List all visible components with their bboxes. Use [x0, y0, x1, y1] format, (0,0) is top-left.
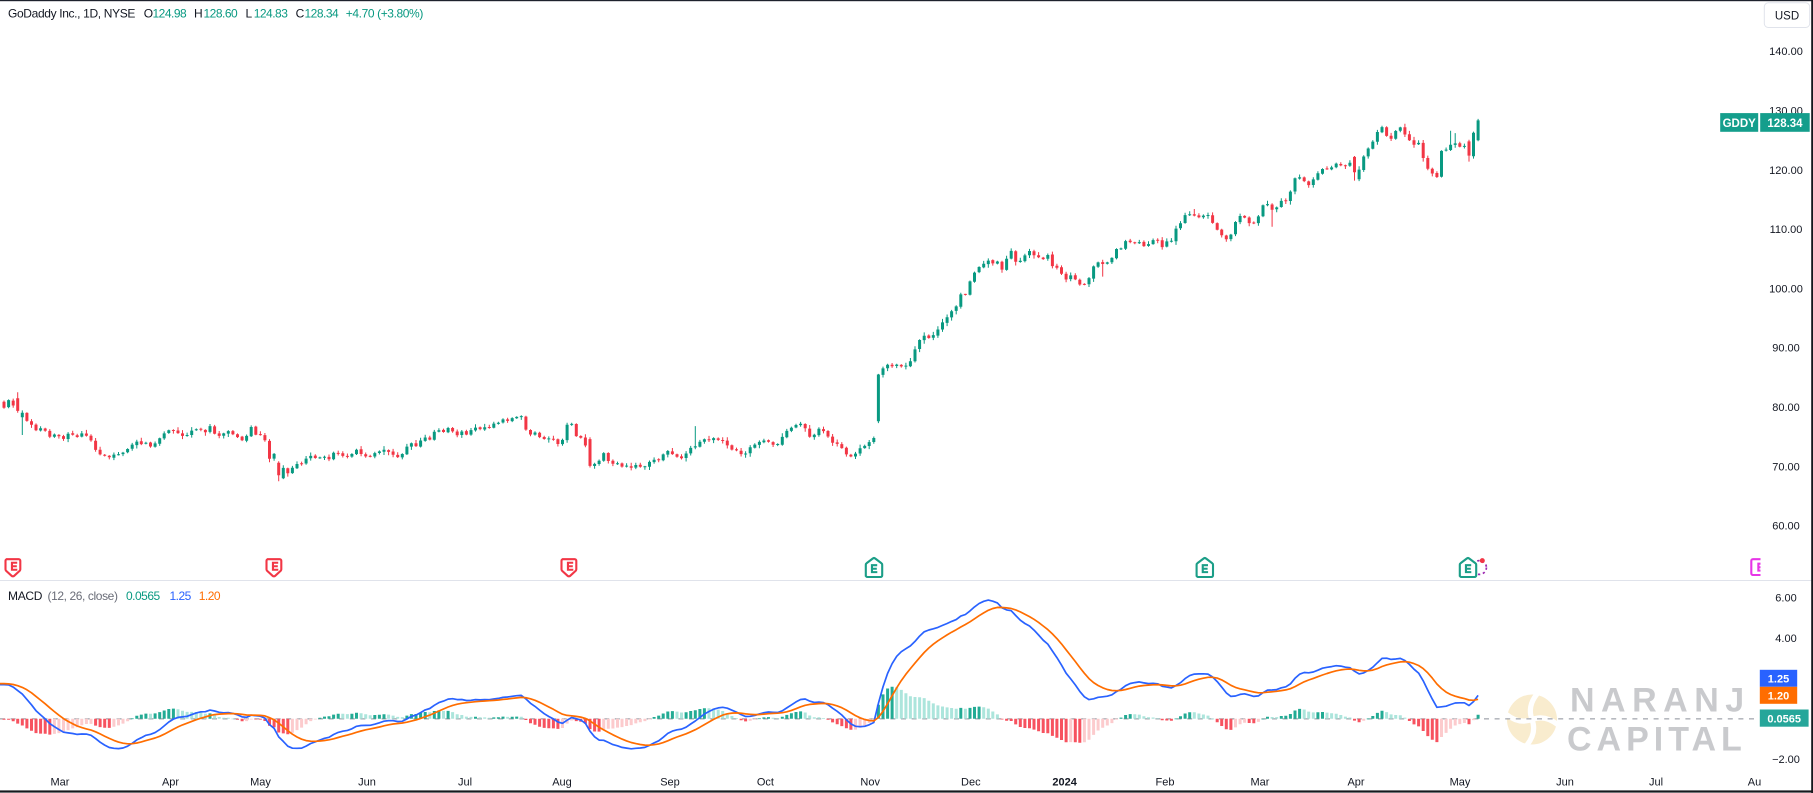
svg-text:2024: 2024	[1052, 776, 1077, 788]
svg-text:GoDaddy Inc., 1D, NYSE: GoDaddy Inc., 1D, NYSE	[8, 7, 135, 21]
svg-text:Jul: Jul	[458, 776, 472, 788]
svg-text:1.20: 1.20	[199, 589, 221, 603]
svg-text:Feb: Feb	[1156, 776, 1175, 788]
svg-text:Au: Au	[1748, 776, 1761, 788]
svg-text:70.00: 70.00	[1772, 461, 1800, 473]
svg-text:120.00: 120.00	[1769, 165, 1803, 177]
svg-text:124.98: 124.98	[153, 7, 188, 21]
svg-text:Mar: Mar	[51, 776, 70, 788]
svg-text:O: O	[144, 7, 153, 21]
svg-text:L: L	[246, 7, 253, 21]
svg-text:Sep: Sep	[660, 776, 680, 788]
svg-text:90.00: 90.00	[1772, 343, 1800, 355]
svg-text:128.60: 128.60	[204, 7, 239, 21]
svg-text:Apr: Apr	[162, 776, 179, 788]
svg-text:May: May	[1450, 776, 1471, 788]
svg-text:Jun: Jun	[1556, 776, 1574, 788]
svg-text:110.00: 110.00	[1770, 224, 1803, 236]
svg-text:Oct: Oct	[757, 776, 774, 788]
svg-text:Mar: Mar	[1251, 776, 1270, 788]
svg-text:MACD: MACD	[8, 589, 43, 603]
svg-text:128.34: 128.34	[305, 7, 340, 21]
svg-text:−2.00: −2.00	[1772, 754, 1800, 766]
svg-text:Aug: Aug	[552, 776, 572, 788]
svg-text:80.00: 80.00	[1772, 402, 1800, 414]
svg-text:Nov: Nov	[860, 776, 880, 788]
svg-text:128.34: 128.34	[1767, 118, 1803, 130]
svg-text:1.20: 1.20	[1768, 691, 1789, 703]
svg-text:Jun: Jun	[358, 776, 376, 788]
svg-text:0.0565: 0.0565	[126, 589, 161, 603]
svg-text:0.0565: 0.0565	[1767, 713, 1801, 725]
svg-text:124.83: 124.83	[254, 7, 289, 21]
svg-text:(12, 26, close): (12, 26, close)	[48, 589, 118, 603]
svg-text:Dec: Dec	[961, 776, 981, 788]
svg-text:USD: USD	[1775, 10, 1799, 22]
svg-text:+4.70 (+3.80%): +4.70 (+3.80%)	[346, 7, 424, 21]
svg-text:May: May	[250, 776, 271, 788]
svg-text:1.25: 1.25	[1768, 674, 1789, 686]
svg-text:H: H	[194, 7, 203, 21]
svg-text:4.00: 4.00	[1775, 633, 1796, 645]
svg-text:60.00: 60.00	[1772, 521, 1800, 533]
svg-text:CAPITAL: CAPITAL	[1567, 721, 1747, 759]
svg-text:Apr: Apr	[1347, 776, 1364, 788]
svg-text:GDDY: GDDY	[1723, 118, 1757, 130]
svg-text:Jul: Jul	[1649, 776, 1663, 788]
svg-text:NARANJ: NARANJ	[1570, 682, 1751, 720]
svg-text:C: C	[296, 7, 305, 21]
svg-text:100.00: 100.00	[1769, 283, 1803, 295]
svg-text:6.00: 6.00	[1775, 593, 1796, 605]
svg-text:1.25: 1.25	[170, 589, 192, 603]
svg-text:140.00: 140.00	[1769, 46, 1803, 58]
